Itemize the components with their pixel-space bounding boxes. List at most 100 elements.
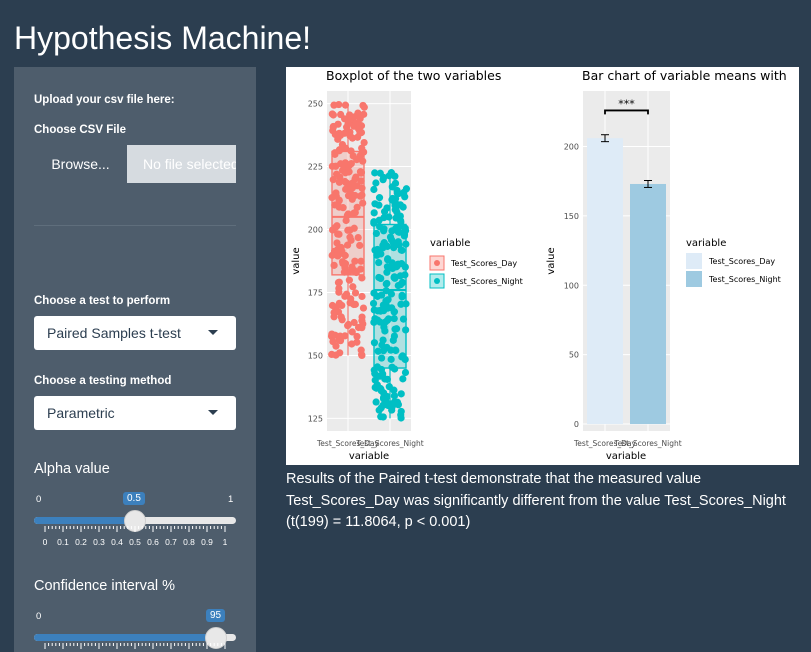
data-point: [399, 315, 408, 323]
file-input-label: Choose CSV File: [34, 124, 127, 136]
data-point: [377, 274, 385, 283]
data-point: [341, 101, 350, 109]
data-point: [370, 185, 378, 194]
data-point: [359, 304, 368, 312]
data-point: [353, 203, 361, 211]
data-point: [379, 336, 387, 344]
data-point: [391, 179, 400, 187]
x-tick-label: Test_Scores_Day: [573, 439, 637, 448]
sidebar-divider: [34, 225, 236, 226]
data-point: [336, 332, 344, 340]
data-point: [370, 209, 378, 217]
data-point: [356, 192, 364, 200]
caret-down-icon: [208, 330, 218, 335]
legend-label: Test_Scores_Night: [450, 277, 523, 286]
data-point: [338, 316, 346, 324]
data-point: [351, 257, 359, 265]
data-point: [388, 227, 396, 235]
legend-label: Test_Scores_Day: [450, 259, 517, 268]
app-title: Hypothesis Machine!: [14, 20, 312, 56]
significance-label: ***: [618, 97, 635, 110]
data-point: [348, 328, 356, 336]
data-point: [379, 395, 388, 403]
data-point: [383, 279, 391, 288]
data-point: [376, 318, 384, 326]
data-point: [356, 241, 364, 250]
significance-bracket: [604, 109, 649, 115]
data-point: [397, 390, 405, 398]
data-point: [387, 290, 396, 298]
alpha-label: Alpha value: [34, 461, 110, 477]
data-point: [339, 161, 348, 169]
data-point: [351, 289, 360, 297]
results-text: Results of the Paired t-test demonstrate…: [286, 471, 786, 530]
data-point: [335, 299, 343, 307]
data-point: [349, 283, 357, 291]
box-body: [331, 150, 365, 276]
data-point: [386, 233, 395, 241]
ci-value-bubble: 95: [206, 609, 226, 622]
data-point: [348, 184, 356, 192]
data-point: [344, 168, 352, 176]
data-point: [393, 186, 401, 195]
data-point: [351, 268, 359, 276]
data-point: [401, 355, 409, 364]
data-point: [342, 216, 350, 225]
boxplot-boxes: [331, 103, 407, 419]
data-point: [338, 247, 346, 255]
data-point: [399, 203, 407, 211]
file-name-field[interactable]: No file selected: [127, 145, 236, 183]
slider-tick-label: 0.5: [129, 537, 141, 547]
y-tick-label: 225: [308, 163, 323, 172]
data-point: [394, 224, 402, 232]
slider-tick-label: 0.4: [111, 537, 123, 547]
caret-down-icon: [208, 410, 218, 415]
data-point: [380, 227, 388, 235]
data-point: [383, 263, 392, 271]
browse-button[interactable]: Browse...: [34, 145, 127, 183]
y-tick-label: 50: [569, 351, 579, 360]
slider-tick-label: 0: [42, 537, 48, 547]
y-tick-label: 150: [308, 351, 323, 360]
data-point: [380, 307, 388, 315]
data-point: [358, 274, 366, 282]
data-point: [390, 314, 398, 323]
data-point: [357, 257, 365, 265]
test-select[interactable]: Paired Samples t-test: [34, 316, 236, 350]
data-point: [353, 332, 361, 341]
method-select[interactable]: Parametric: [34, 396, 236, 430]
data-point: [373, 381, 381, 389]
data-point: [371, 169, 379, 177]
method-select-label: Choose a testing method: [34, 375, 172, 387]
data-point: [373, 251, 381, 259]
slider-tick-label: 1: [222, 537, 228, 547]
data-point: [390, 273, 399, 281]
data-point: [359, 320, 367, 328]
legend-label: Test_Scores_Day: [708, 257, 775, 266]
data-point: [374, 347, 382, 355]
data-point: [379, 241, 387, 250]
data-point: [380, 323, 388, 331]
boxplot-y-ticks: 125 150 175 200 225 250: [308, 100, 323, 424]
data-point: [347, 295, 355, 303]
data-point: [360, 103, 368, 111]
boxplot-legend: Test_Scores_Day Test_Scores_Night: [429, 255, 523, 289]
slider-tick-label: 0.7: [165, 537, 177, 547]
data-point: [332, 162, 340, 170]
data-point: [398, 293, 406, 301]
legend-label: Test_Scores_Night: [708, 275, 781, 284]
data-point: [401, 368, 410, 377]
data-point: [388, 304, 396, 312]
data-point: [355, 125, 363, 133]
data-point: [344, 226, 352, 234]
data-point: [392, 325, 401, 333]
boxplot-xlabel: variable: [349, 451, 389, 462]
legend-key: [686, 271, 702, 287]
test-select-value: Paired Samples t-test: [47, 325, 181, 341]
legend-key-point: [434, 278, 440, 284]
data-point: [331, 223, 340, 231]
y-tick-label: 200: [308, 226, 323, 235]
data-point: [372, 179, 380, 187]
data-point: [374, 307, 382, 315]
